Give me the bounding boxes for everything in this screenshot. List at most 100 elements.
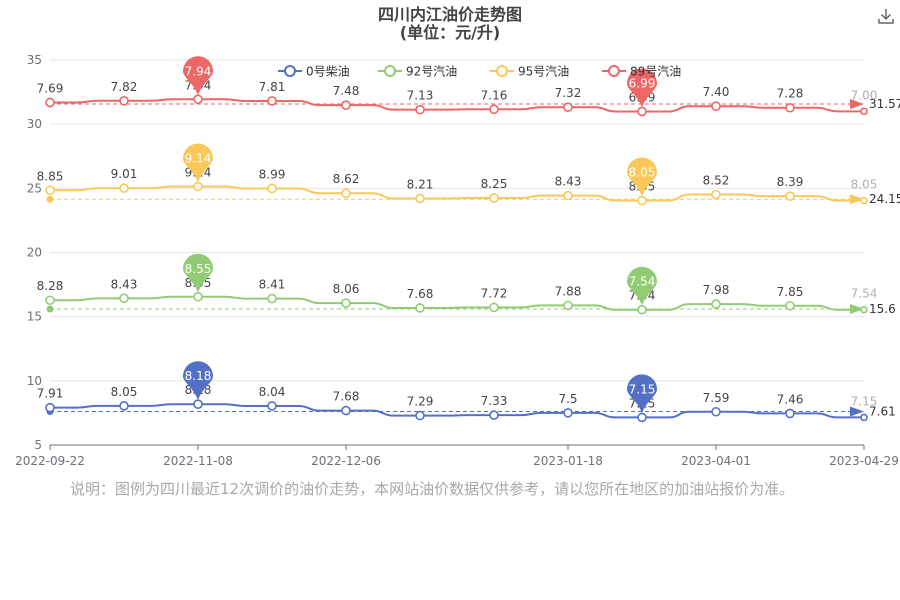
data-point[interactable]: [785, 102, 795, 113]
data-label: 7.85: [777, 285, 804, 299]
legend-item-0[interactable]: 0号柴油: [278, 65, 350, 79]
legend-item-3[interactable]: 89号汽油: [602, 64, 681, 79]
grid-lines: [50, 59, 864, 446]
data-point[interactable]: [711, 189, 721, 200]
x-tick-label: 2022-11-08: [163, 454, 233, 468]
min-pin-label: 7.54: [629, 275, 656, 289]
data-label: 7.88: [555, 284, 582, 298]
data-label: 7.29: [407, 395, 434, 409]
data-label: 7.28: [777, 87, 804, 101]
min-pin: [627, 157, 657, 197]
x-tick-label: 2022-09-22: [15, 454, 85, 468]
data-label: 7.15: [851, 394, 878, 408]
data-point[interactable]: [489, 410, 499, 420]
data-point[interactable]: [415, 104, 425, 115]
min-pin-label: 7.15: [629, 382, 656, 396]
max-pin: [183, 143, 213, 183]
series-line-1: [50, 295, 864, 311]
max-pin: [183, 361, 213, 401]
avg-arrow: [850, 194, 864, 205]
data-point[interactable]: [415, 410, 425, 421]
avg-arrow: [850, 406, 864, 417]
data-label: 7.00: [851, 88, 878, 102]
data-point[interactable]: [637, 106, 647, 117]
data-point[interactable]: [860, 196, 868, 205]
data-point[interactable]: [860, 107, 868, 116]
average-lines: 7.61 15.6 24.15 31.57: [46, 97, 900, 419]
data-point[interactable]: [119, 293, 129, 304]
data-label: 7.68: [407, 287, 434, 301]
data-point[interactable]: [711, 406, 721, 417]
data-label: 7.32: [555, 86, 582, 100]
data-point[interactable]: [341, 188, 351, 199]
data-point[interactable]: [563, 190, 573, 201]
data-label: 8.39: [777, 175, 804, 189]
data-point[interactable]: [637, 195, 647, 206]
x-tick-label: 2023-04-01: [681, 454, 751, 468]
data-label: 7.40: [703, 85, 730, 99]
y-tick-label: 5: [34, 438, 42, 452]
data-point[interactable]: [860, 305, 868, 314]
legend-label: 0号柴油: [306, 65, 350, 79]
data-point[interactable]: [637, 304, 647, 315]
data-label: 8.43: [111, 277, 138, 291]
data-label: 8.05: [851, 178, 878, 192]
y-tick-label: 35: [27, 53, 42, 67]
chart-title: 四川内江油价走势图: [378, 5, 522, 24]
data-point[interactable]: [489, 193, 499, 203]
data-point[interactable]: [563, 300, 573, 311]
data-point[interactable]: [267, 183, 277, 194]
data-point[interactable]: [563, 408, 573, 418]
data-point[interactable]: [341, 100, 351, 110]
avg-label: 7.61: [869, 405, 896, 419]
legend[interactable]: 0号柴油 92号汽油 95号汽油 89号汽油: [278, 64, 681, 79]
data-point[interactable]: [45, 295, 55, 306]
max-pin: [183, 56, 213, 96]
data-point[interactable]: [119, 183, 129, 194]
legend-label: 95号汽油: [518, 64, 569, 79]
x-axis: 2022-09-22 2022-11-08 2022-12-06 2023-01-18…: [15, 445, 899, 468]
data-point[interactable]: [267, 96, 277, 106]
data-point[interactable]: [860, 413, 868, 422]
data-point[interactable]: [45, 97, 55, 108]
x-tick-label: 2023-04-29: [829, 454, 899, 468]
data-point[interactable]: [45, 402, 55, 413]
data-point[interactable]: [119, 96, 129, 106]
data-point[interactable]: [711, 101, 721, 111]
data-point[interactable]: [415, 193, 425, 204]
y-tick-label: 25: [27, 181, 42, 195]
min-pin-label: 8.05: [629, 166, 656, 180]
data-point[interactable]: [267, 401, 277, 411]
data-point[interactable]: [785, 408, 795, 419]
data-label: 7.48: [333, 84, 360, 98]
data-point[interactable]: [193, 399, 203, 409]
data-point[interactable]: [489, 302, 499, 313]
legend-item-1[interactable]: 92号汽油: [378, 64, 457, 79]
data-point[interactable]: [193, 181, 203, 192]
data-label: 8.28: [37, 279, 64, 293]
legend-item-2[interactable]: 95号汽油: [490, 64, 569, 79]
data-point[interactable]: [563, 102, 573, 113]
data-label: 9.01: [111, 167, 138, 181]
x-tick-label: 2023-01-18: [533, 454, 603, 468]
data-point[interactable]: [45, 185, 55, 196]
min-pin: [627, 374, 657, 414]
data-point[interactable]: [711, 299, 721, 309]
data-point[interactable]: [341, 405, 351, 416]
download-icon[interactable]: [876, 6, 896, 26]
data-point[interactable]: [415, 303, 425, 313]
data-point[interactable]: [785, 300, 795, 311]
data-label: 7.82: [111, 80, 138, 94]
data-point[interactable]: [193, 94, 203, 105]
data-point[interactable]: [637, 412, 647, 423]
data-point[interactable]: [119, 401, 129, 411]
data-point[interactable]: [267, 293, 277, 304]
avg-arrow: [850, 99, 864, 110]
data-point[interactable]: [785, 191, 795, 201]
data-point[interactable]: [489, 104, 499, 115]
data-label: 7.68: [333, 390, 360, 404]
data-label: 8.05: [111, 385, 138, 399]
data-label: 7.33: [481, 394, 508, 408]
data-point[interactable]: [341, 298, 351, 308]
data-point[interactable]: [193, 291, 203, 302]
